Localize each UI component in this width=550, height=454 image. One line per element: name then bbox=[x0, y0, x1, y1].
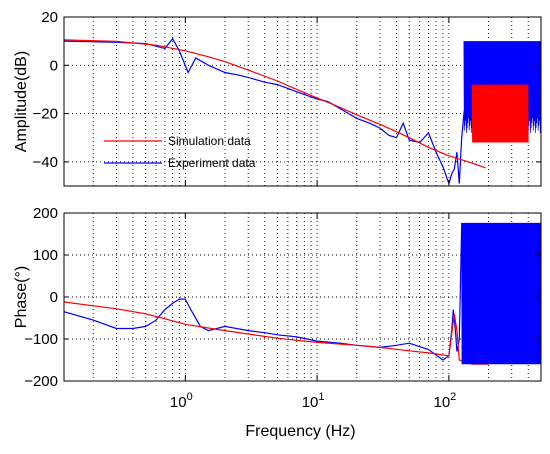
series-line-simulation-data bbox=[64, 301, 489, 365]
x-tick-label-base: 10 bbox=[302, 394, 319, 411]
y-axis-label: Phase(°) bbox=[13, 266, 30, 328]
x-tick-label: 101 bbox=[302, 391, 325, 411]
y-tick-label: −100 bbox=[24, 331, 58, 348]
y-tick-label: 0 bbox=[50, 57, 58, 74]
y-tick-label: −40 bbox=[33, 154, 58, 171]
y-tick-label: −200 bbox=[24, 373, 58, 390]
legend-label: Simulation data bbox=[168, 134, 251, 148]
y-tick-label: 100 bbox=[33, 247, 58, 264]
x-tick-label: 100 bbox=[170, 391, 193, 411]
y-tick-label: 0 bbox=[50, 289, 58, 306]
series-noise-simulation-data bbox=[471, 84, 529, 143]
legend-label: Experiment data bbox=[168, 156, 256, 170]
x-axis-label: Frequency (Hz) bbox=[245, 423, 355, 440]
y-tick-label: 20 bbox=[41, 9, 58, 26]
x-tick-label: 102 bbox=[433, 391, 456, 411]
x-tick-label-base: 10 bbox=[170, 394, 187, 411]
x-tick-label-exponent: 1 bbox=[318, 391, 324, 403]
y-axis-label: Amplitude(dB) bbox=[13, 51, 30, 152]
series-line-experiment-data bbox=[64, 222, 541, 361]
x-tick-label-exponent: 0 bbox=[187, 391, 193, 403]
y-tick-label: −20 bbox=[33, 106, 58, 123]
series-noise-experiment-data bbox=[461, 223, 541, 365]
series-line-simulation-data bbox=[64, 39, 486, 169]
x-tick-label-exponent: 2 bbox=[450, 391, 456, 403]
y-tick-label: 200 bbox=[33, 205, 58, 222]
x-tick-label-base: 10 bbox=[433, 394, 450, 411]
axes-frame bbox=[63, 16, 542, 187]
